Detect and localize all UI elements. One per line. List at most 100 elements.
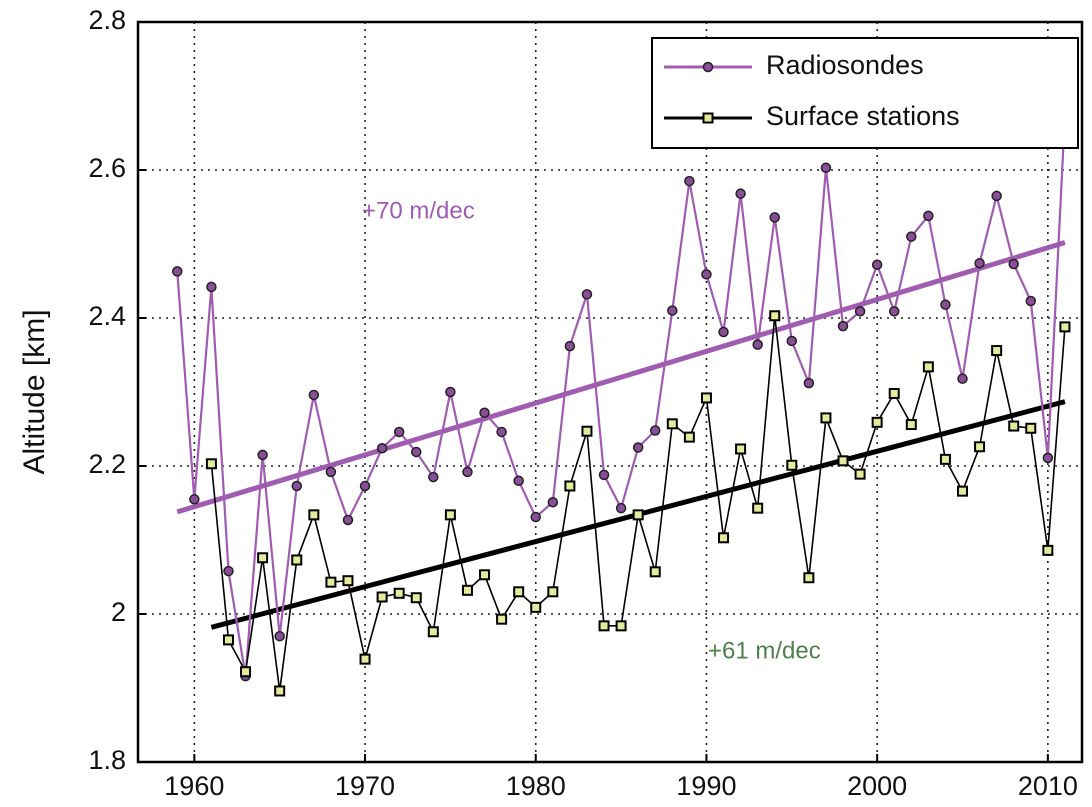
data-point xyxy=(700,392,712,404)
data-point xyxy=(240,666,252,678)
data-point xyxy=(718,532,730,544)
data-point xyxy=(376,591,388,603)
data-point xyxy=(581,425,593,437)
data-point xyxy=(206,281,217,293)
data-point xyxy=(888,306,900,317)
data-point xyxy=(974,257,985,269)
annotation: +70 m/dec xyxy=(362,197,475,224)
data-point xyxy=(701,269,712,280)
data-point xyxy=(684,175,695,187)
data-point xyxy=(359,653,371,665)
data-point xyxy=(598,469,610,481)
legend-label: Radiosondes xyxy=(766,50,924,80)
data-point xyxy=(342,514,354,526)
data-point xyxy=(1042,544,1054,556)
data-point xyxy=(718,326,729,338)
data-point xyxy=(291,480,303,492)
data-point xyxy=(1008,258,1019,270)
data-point xyxy=(530,511,541,523)
data-point xyxy=(752,502,764,514)
data-point xyxy=(564,340,576,352)
data-point xyxy=(769,212,780,223)
data-point xyxy=(172,266,183,277)
data-point xyxy=(479,569,491,581)
data-point xyxy=(837,320,849,332)
data-point xyxy=(905,419,917,431)
data-point xyxy=(615,620,627,632)
data-point xyxy=(547,497,559,508)
data-point xyxy=(530,601,542,613)
x-tick-label: 1960 xyxy=(164,771,224,801)
data-point xyxy=(461,584,473,596)
y-tick-label: 2.6 xyxy=(88,153,126,183)
trend-line xyxy=(176,240,1066,515)
data-point xyxy=(581,289,593,300)
data-point xyxy=(598,620,610,632)
x-tick-label: 1970 xyxy=(335,771,395,801)
data-point xyxy=(1059,321,1071,333)
data-point xyxy=(820,162,832,174)
data-point xyxy=(376,442,388,454)
x-tick-label: 1980 xyxy=(506,771,566,801)
data-point xyxy=(427,626,439,638)
y-tick-label: 2.4 xyxy=(88,301,126,331)
data-point xyxy=(393,587,405,599)
data-point xyxy=(871,416,883,428)
data-point xyxy=(274,685,286,697)
data-point xyxy=(257,449,268,461)
x-tick-label: 2000 xyxy=(847,771,907,801)
data-point xyxy=(888,387,900,399)
data-point xyxy=(957,373,968,384)
data-point xyxy=(1042,452,1054,464)
y-tick-label: 2.2 xyxy=(88,449,126,479)
data-point xyxy=(974,441,986,453)
data-point xyxy=(854,306,866,317)
data-point xyxy=(939,453,951,465)
data-point xyxy=(923,210,934,222)
data-point xyxy=(854,468,866,480)
data-point xyxy=(991,345,1003,357)
data-point xyxy=(820,412,832,424)
data-point xyxy=(223,565,234,577)
data-point xyxy=(308,509,320,521)
legend-marker xyxy=(702,112,714,124)
data-point xyxy=(496,613,508,625)
data-point xyxy=(479,407,490,418)
data-point xyxy=(308,389,320,401)
data-point xyxy=(735,188,746,199)
data-point xyxy=(786,459,798,471)
data-point xyxy=(632,509,644,521)
data-point xyxy=(513,586,525,598)
data-point xyxy=(564,480,576,492)
data-point xyxy=(683,431,695,443)
data-point xyxy=(257,552,269,564)
y-axis-label: Altitude [km] xyxy=(18,309,51,474)
data-point xyxy=(325,576,337,588)
data-point xyxy=(222,634,234,646)
data-point xyxy=(906,231,917,242)
data-point xyxy=(1008,420,1020,432)
data-point xyxy=(991,190,1002,202)
data-point xyxy=(632,442,644,453)
legend-box xyxy=(651,37,1079,149)
legend-label: Surface stations xyxy=(766,101,960,131)
y-tick-label: 2.8 xyxy=(88,5,126,35)
data-point xyxy=(940,299,951,310)
data-point xyxy=(444,509,456,521)
data-point xyxy=(922,361,934,373)
data-point xyxy=(445,386,456,398)
data-point xyxy=(871,259,883,270)
data-point xyxy=(462,466,473,478)
plot-frame xyxy=(136,20,1084,764)
annotation: +61 m/dec xyxy=(708,637,821,664)
data-point xyxy=(803,377,815,389)
data-point xyxy=(769,310,781,322)
data-point xyxy=(1025,422,1037,434)
data-point xyxy=(615,502,627,514)
data-point xyxy=(837,455,849,467)
data-point xyxy=(547,586,559,598)
data-point xyxy=(359,480,371,492)
data-point xyxy=(513,475,524,487)
data-point xyxy=(752,339,763,350)
